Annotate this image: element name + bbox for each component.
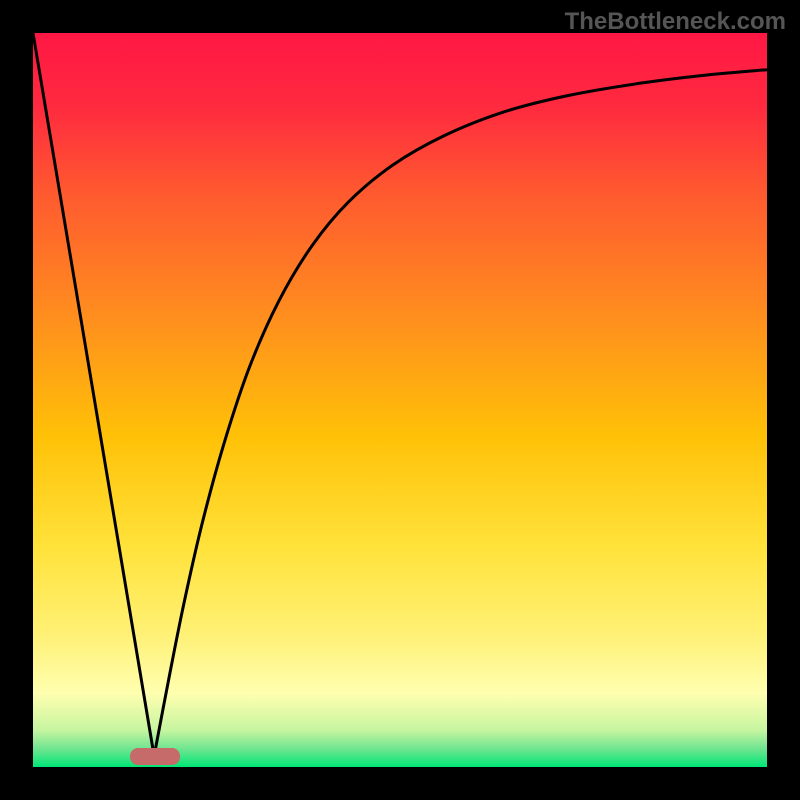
plot-area xyxy=(33,33,767,767)
bottleneck-curve xyxy=(33,33,767,767)
optimal-point-marker xyxy=(130,748,180,765)
chart-root: TheBottleneck.com xyxy=(0,0,800,800)
watermark-text: TheBottleneck.com xyxy=(565,8,786,36)
